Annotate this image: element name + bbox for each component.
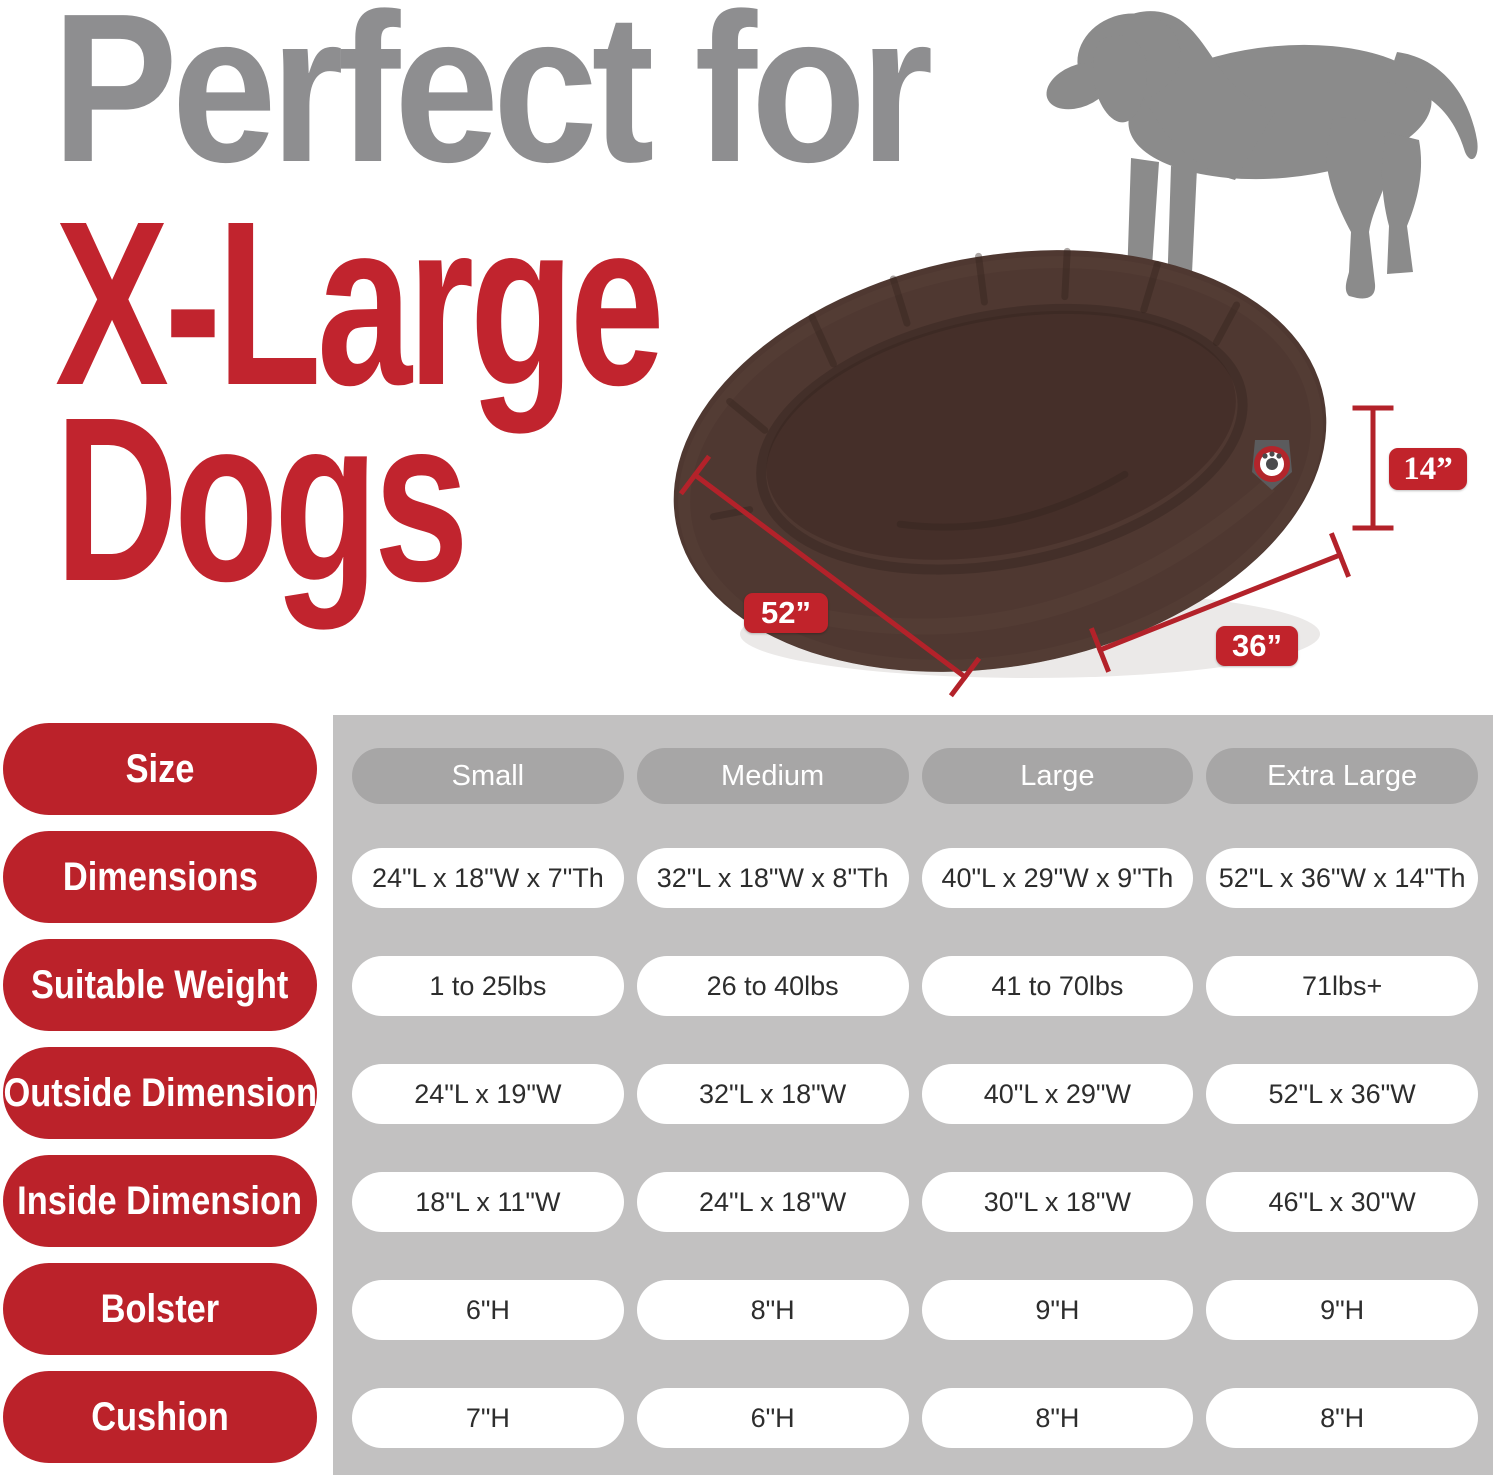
headline-perfect-for: Perfect for: [52, 0, 933, 206]
bolster-extra-large: 9"H: [1206, 1280, 1478, 1340]
row-label-cushion: Cushion: [3, 1371, 317, 1463]
column-header-small: Small: [352, 748, 624, 804]
inside-medium: 24"L x 18"W: [636, 1172, 909, 1232]
dimensions-medium: 32"L x 18"W x 8"Th: [636, 848, 909, 908]
dimension-lines: [678, 405, 1394, 698]
brand-badge-icon: [1252, 440, 1292, 490]
bolster-small: 6"H: [352, 1280, 624, 1340]
spec-row-inside-dimension: Inside Dimension 18"L x 11"W 24"L x 18"W…: [0, 1155, 1500, 1247]
dimensions-extra-large: 52"L x 36"W x 14"Th: [1206, 848, 1478, 908]
row-label-suitable-weight: Suitable Weight: [3, 939, 317, 1031]
spec-row-size: Size Small Medium Large Extra Large: [0, 723, 1500, 815]
outside-extra-large: 52"L x 36"W: [1206, 1064, 1478, 1124]
column-header-extra-large: Extra Large: [1206, 748, 1478, 804]
outside-small: 24"L x 19"W: [352, 1064, 624, 1124]
weight-large: 41 to 70lbs: [921, 956, 1194, 1016]
dog-silhouette: [1046, 11, 1478, 308]
height-dimension-badge: 14”: [1389, 448, 1467, 490]
cushion-small: 7"H: [352, 1388, 624, 1448]
row-label-dimensions: Dimensions: [3, 831, 317, 923]
bolster-large: 9"H: [921, 1280, 1194, 1340]
outside-medium: 32"L x 18"W: [636, 1064, 909, 1124]
inside-large: 30"L x 18"W: [921, 1172, 1194, 1232]
row-label-size: Size: [3, 723, 317, 815]
bolster-creases: [709, 247, 1241, 531]
outside-large: 40"L x 29"W: [921, 1064, 1194, 1124]
column-header-large: Large: [921, 748, 1194, 804]
headline-dogs: Dogs: [55, 368, 469, 630]
cushion-large: 8"H: [921, 1388, 1194, 1448]
width-dimension-badge: 36”: [1216, 626, 1298, 666]
bolster-medium: 8"H: [636, 1280, 909, 1340]
row-label-outside-dimension: Outside Dimension: [3, 1047, 317, 1139]
spec-row-cushion: Cushion 7"H 6"H 8"H 8"H: [0, 1371, 1500, 1463]
dimensions-small: 24"L x 18"W x 7"Th: [352, 848, 624, 908]
spec-row-outside-dimension: Outside Dimension 24"L x 19"W 32"L x 18"…: [0, 1047, 1500, 1139]
weight-small: 1 to 25lbs: [352, 956, 624, 1016]
dimensions-large: 40"L x 29"W x 9"Th: [921, 848, 1194, 908]
cushion-extra-large: 8"H: [1206, 1388, 1478, 1448]
cushion-medium: 6"H: [636, 1388, 909, 1448]
row-label-inside-dimension: Inside Dimension: [3, 1155, 317, 1247]
inside-extra-large: 46"L x 30"W: [1206, 1172, 1478, 1232]
spec-row-dimensions: Dimensions 24"L x 18"W x 7"Th 32"L x 18"…: [0, 831, 1500, 923]
spec-row-suitable-weight: Suitable Weight 1 to 25lbs 26 to 40lbs 4…: [0, 939, 1500, 1031]
spec-row-bolster: Bolster 6"H 8"H 9"H 9"H: [0, 1263, 1500, 1355]
dog-bed-photo: [673, 247, 1327, 678]
length-dimension-badge: 52”: [744, 593, 828, 633]
inside-small: 18"L x 11"W: [352, 1172, 624, 1232]
weight-extra-large: 71lbs+: [1206, 956, 1478, 1016]
weight-medium: 26 to 40lbs: [636, 956, 909, 1016]
headline-x-large: X-Large: [55, 172, 665, 434]
column-header-medium: Medium: [636, 748, 909, 804]
row-label-bolster: Bolster: [3, 1263, 317, 1355]
